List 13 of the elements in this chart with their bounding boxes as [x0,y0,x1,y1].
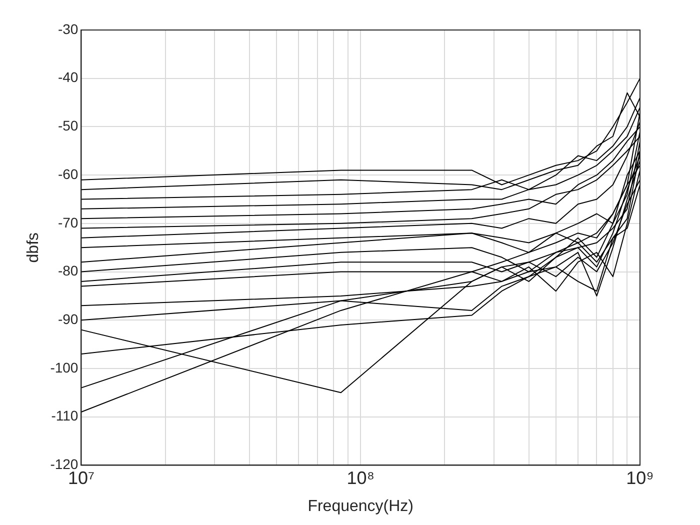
x-tick-label: 10⁸ [346,468,374,488]
y-tick-label: -110 [51,408,78,424]
y-axis-title: dbfs [25,232,42,263]
y-tick-label: -40 [58,69,78,86]
y-tick-label: -70 [58,214,78,230]
y-tick-label: -90 [58,310,78,327]
y-tick-label: -80 [58,262,78,279]
x-tick-label: 10⁹ [626,468,654,488]
x-axis-title: Frequency(Hz) [308,498,414,515]
y-tick-label: -60 [58,166,78,182]
y-tick-label: -50 [58,118,78,134]
y-tick-label: -30 [58,20,78,37]
y-tick-label: -100 [50,359,78,376]
